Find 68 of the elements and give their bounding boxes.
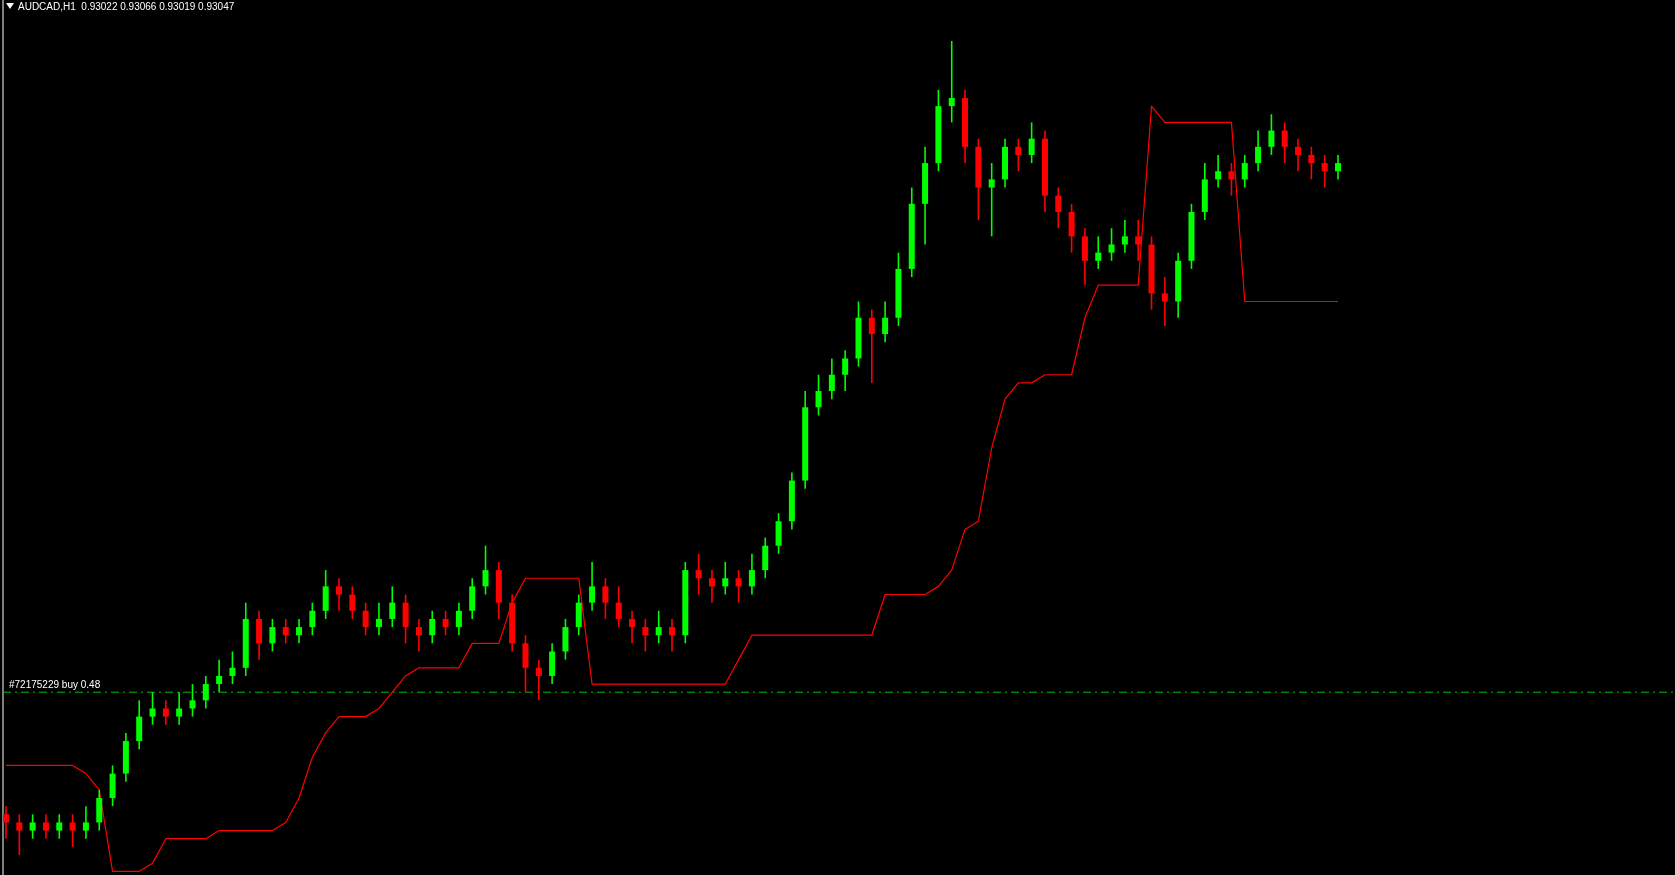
candlestick xyxy=(362,601,369,637)
candlestick xyxy=(1215,154,1222,189)
candlestick xyxy=(988,162,995,238)
candlestick xyxy=(842,349,849,392)
candlestick xyxy=(29,813,36,840)
candlestick xyxy=(882,300,889,343)
candlestick xyxy=(455,601,462,637)
candlestick xyxy=(815,373,822,417)
candlestick xyxy=(3,805,9,840)
candlestick xyxy=(296,618,303,645)
candlestick xyxy=(629,610,636,645)
candlestick xyxy=(349,585,356,620)
candlestick xyxy=(642,618,649,653)
candlestick xyxy=(1281,121,1288,164)
candlestick xyxy=(1055,186,1062,230)
candlestick xyxy=(1135,219,1142,262)
candlestick xyxy=(176,691,183,726)
candlestick xyxy=(1095,235,1102,270)
candlestick xyxy=(482,544,489,596)
candlestick xyxy=(748,553,755,596)
candlestick xyxy=(229,650,236,685)
candlestick xyxy=(708,569,715,604)
candlestick xyxy=(202,675,209,710)
candlestick xyxy=(162,699,169,726)
candlestick xyxy=(1335,154,1341,181)
candlestick xyxy=(722,561,729,596)
candlestick xyxy=(1228,162,1235,197)
candlestick xyxy=(309,601,316,637)
candlestick xyxy=(1161,276,1168,327)
candlestick xyxy=(948,40,955,124)
candlestick xyxy=(695,553,702,596)
candlestick xyxy=(389,585,396,628)
candlestick xyxy=(42,813,49,840)
candlestick xyxy=(82,805,89,840)
chart-title: AUDCAD,H1 0.93022 0.93066 0.93019 0.93047 xyxy=(18,1,235,12)
candlestick xyxy=(1295,137,1302,173)
candlestick xyxy=(69,813,76,848)
candlestick xyxy=(1321,154,1328,189)
candlestick xyxy=(415,618,422,653)
candlestick xyxy=(535,658,542,702)
candlestick xyxy=(602,577,609,620)
candlestick xyxy=(1268,113,1275,156)
candlestick xyxy=(1108,227,1115,262)
candlestick xyxy=(589,561,596,612)
candlestick xyxy=(615,585,622,628)
candlestick xyxy=(16,813,23,856)
candlestick xyxy=(868,308,875,384)
candlestick xyxy=(282,618,289,645)
candlestick xyxy=(1121,219,1128,254)
candlestick xyxy=(216,658,223,693)
candlestick xyxy=(1015,137,1022,173)
candlestick xyxy=(336,577,342,612)
candlestick xyxy=(828,357,835,400)
candlestick xyxy=(189,683,196,718)
candlestick xyxy=(429,610,436,645)
candlestick xyxy=(669,618,675,653)
candlestick xyxy=(269,618,276,653)
candlestick xyxy=(442,610,449,637)
ref-line-label: #72175229 buy 0.48 xyxy=(9,679,101,691)
candlestick xyxy=(56,813,63,840)
candlestick xyxy=(1308,146,1315,181)
candlestick xyxy=(149,691,156,726)
candlestick xyxy=(1028,121,1035,164)
candlestick xyxy=(1241,154,1248,189)
candlestick xyxy=(1255,129,1262,173)
candlestick xyxy=(735,569,742,604)
candlestick xyxy=(655,610,662,645)
candlestick xyxy=(375,601,382,637)
